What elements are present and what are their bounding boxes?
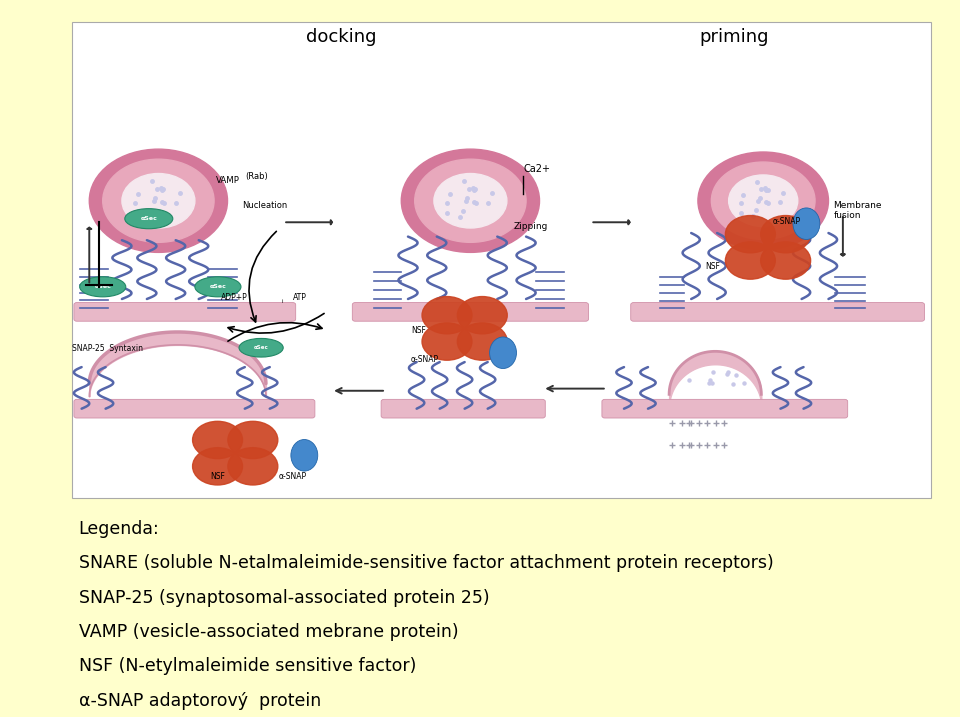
Circle shape	[193, 422, 243, 459]
Circle shape	[103, 159, 214, 242]
Circle shape	[457, 323, 507, 360]
FancyBboxPatch shape	[74, 303, 296, 321]
Text: α-SNAP: α-SNAP	[411, 355, 439, 364]
Text: α-SNAP: α-SNAP	[773, 217, 801, 226]
Text: NSF: NSF	[411, 326, 425, 336]
Text: Zipping: Zipping	[514, 222, 548, 232]
Text: ADP+P: ADP+P	[221, 293, 248, 302]
Ellipse shape	[80, 277, 126, 297]
Circle shape	[415, 159, 526, 242]
Text: αSec: αSec	[209, 285, 227, 289]
Text: Ca2+: Ca2+	[523, 164, 550, 174]
Ellipse shape	[125, 209, 173, 229]
Text: SNARE (soluble N-etalmaleimide-sensitive factor attachment protein receptors): SNARE (soluble N-etalmaleimide-sensitive…	[79, 554, 774, 572]
Circle shape	[434, 174, 507, 228]
Circle shape	[122, 174, 195, 228]
Text: (Rab): (Rab)	[245, 172, 268, 181]
Circle shape	[228, 447, 277, 485]
Ellipse shape	[793, 208, 820, 239]
Ellipse shape	[195, 277, 241, 297]
Circle shape	[711, 162, 815, 239]
Text: NSF: NSF	[706, 262, 720, 271]
Text: NSF (N-etylmaleimide sensitive factor): NSF (N-etylmaleimide sensitive factor)	[79, 657, 416, 675]
Circle shape	[228, 422, 277, 459]
Text: VAMP: VAMP	[216, 176, 240, 185]
Text: αSec: αSec	[94, 285, 111, 289]
Text: SNAP-25  Syntaxin: SNAP-25 Syntaxin	[72, 344, 143, 353]
Circle shape	[422, 323, 472, 360]
FancyBboxPatch shape	[381, 399, 545, 418]
Text: i: i	[281, 299, 283, 304]
Circle shape	[729, 175, 798, 227]
Ellipse shape	[239, 338, 283, 357]
FancyBboxPatch shape	[74, 399, 315, 418]
Text: ATP: ATP	[293, 293, 306, 302]
Ellipse shape	[490, 337, 516, 369]
Circle shape	[422, 297, 472, 334]
Circle shape	[760, 216, 810, 253]
Circle shape	[698, 152, 828, 250]
Text: Legenda:: Legenda:	[79, 520, 159, 538]
FancyBboxPatch shape	[631, 303, 924, 321]
Ellipse shape	[291, 440, 318, 471]
Text: NSF: NSF	[210, 472, 226, 481]
FancyBboxPatch shape	[72, 22, 931, 498]
Circle shape	[89, 149, 228, 252]
FancyBboxPatch shape	[602, 399, 848, 418]
Circle shape	[726, 216, 776, 253]
Text: Membrane
fusion: Membrane fusion	[833, 201, 882, 220]
Text: Nucleation: Nucleation	[242, 201, 287, 210]
Text: αSec: αSec	[140, 217, 157, 221]
FancyBboxPatch shape	[352, 303, 588, 321]
Circle shape	[193, 447, 243, 485]
Text: α-SNAP: α-SNAP	[278, 472, 307, 481]
Text: VAMP (vesicle-associated mebrane protein): VAMP (vesicle-associated mebrane protein…	[79, 623, 458, 641]
Text: α-SNAP adaptorový  protein: α-SNAP adaptorový protein	[79, 692, 321, 710]
Text: SNAP-25 (synaptosomal-associated protein 25): SNAP-25 (synaptosomal-associated protein…	[79, 589, 490, 607]
Circle shape	[760, 242, 810, 279]
Circle shape	[457, 297, 507, 334]
Text: docking: docking	[305, 28, 376, 47]
Circle shape	[726, 242, 776, 279]
Circle shape	[401, 149, 540, 252]
Text: αSec: αSec	[253, 346, 269, 350]
Text: priming: priming	[700, 28, 769, 47]
